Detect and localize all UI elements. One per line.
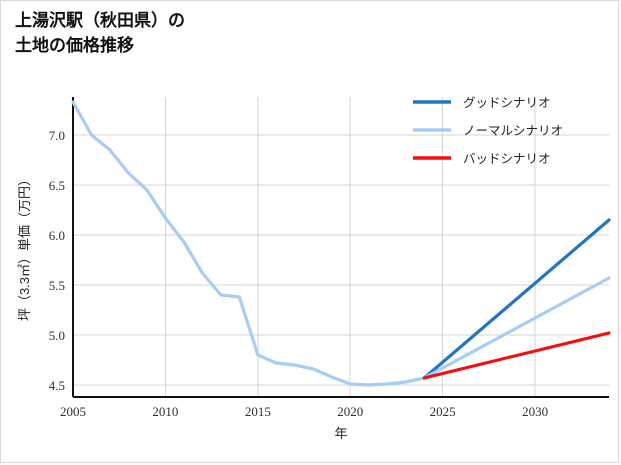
x-tick-label: 2015 — [245, 404, 271, 419]
x-axis-title: 年 — [334, 426, 347, 441]
x-tick-label: 2020 — [337, 404, 363, 419]
x-axis-tick-labels: 2005 2010 2015 2020 2025 2030 — [60, 404, 548, 419]
series-line — [422, 331, 611, 380]
y-axis-title: 坪（3.3㎡）単価（万円） — [17, 173, 32, 321]
series-line — [422, 276, 611, 380]
y-tick-label: 6.5 — [49, 178, 65, 193]
series-line — [422, 218, 611, 380]
series-line — [71, 100, 426, 387]
x-tick-label: 2030 — [522, 404, 548, 419]
y-tick-label: 6.0 — [49, 228, 65, 243]
y-tick-label: 7.0 — [49, 128, 65, 143]
y-tick-label: 5.0 — [49, 328, 65, 343]
x-tick-label: 2005 — [60, 404, 86, 419]
series-lines — [71, 100, 611, 387]
vertical-gridlines — [72, 97, 536, 397]
x-tick-label: 2025 — [430, 404, 456, 419]
x-tick-label: 2010 — [152, 404, 178, 419]
y-tick-label: 5.5 — [49, 278, 65, 293]
y-axis-tick-labels: 4.5 5.0 5.5 6.0 6.5 7.0 — [49, 128, 65, 393]
legend-label: グッドシナリオ — [463, 96, 551, 110]
legend-label: バッドシナリオ — [463, 152, 551, 166]
page-title: 上湯沢駅（秋田県）の 土地の価格推移 — [15, 11, 185, 55]
y-tick-label: 4.5 — [49, 378, 65, 393]
horizontal-gridlines — [73, 134, 609, 386]
legend-label: ノーマルシナリオ — [463, 124, 563, 138]
